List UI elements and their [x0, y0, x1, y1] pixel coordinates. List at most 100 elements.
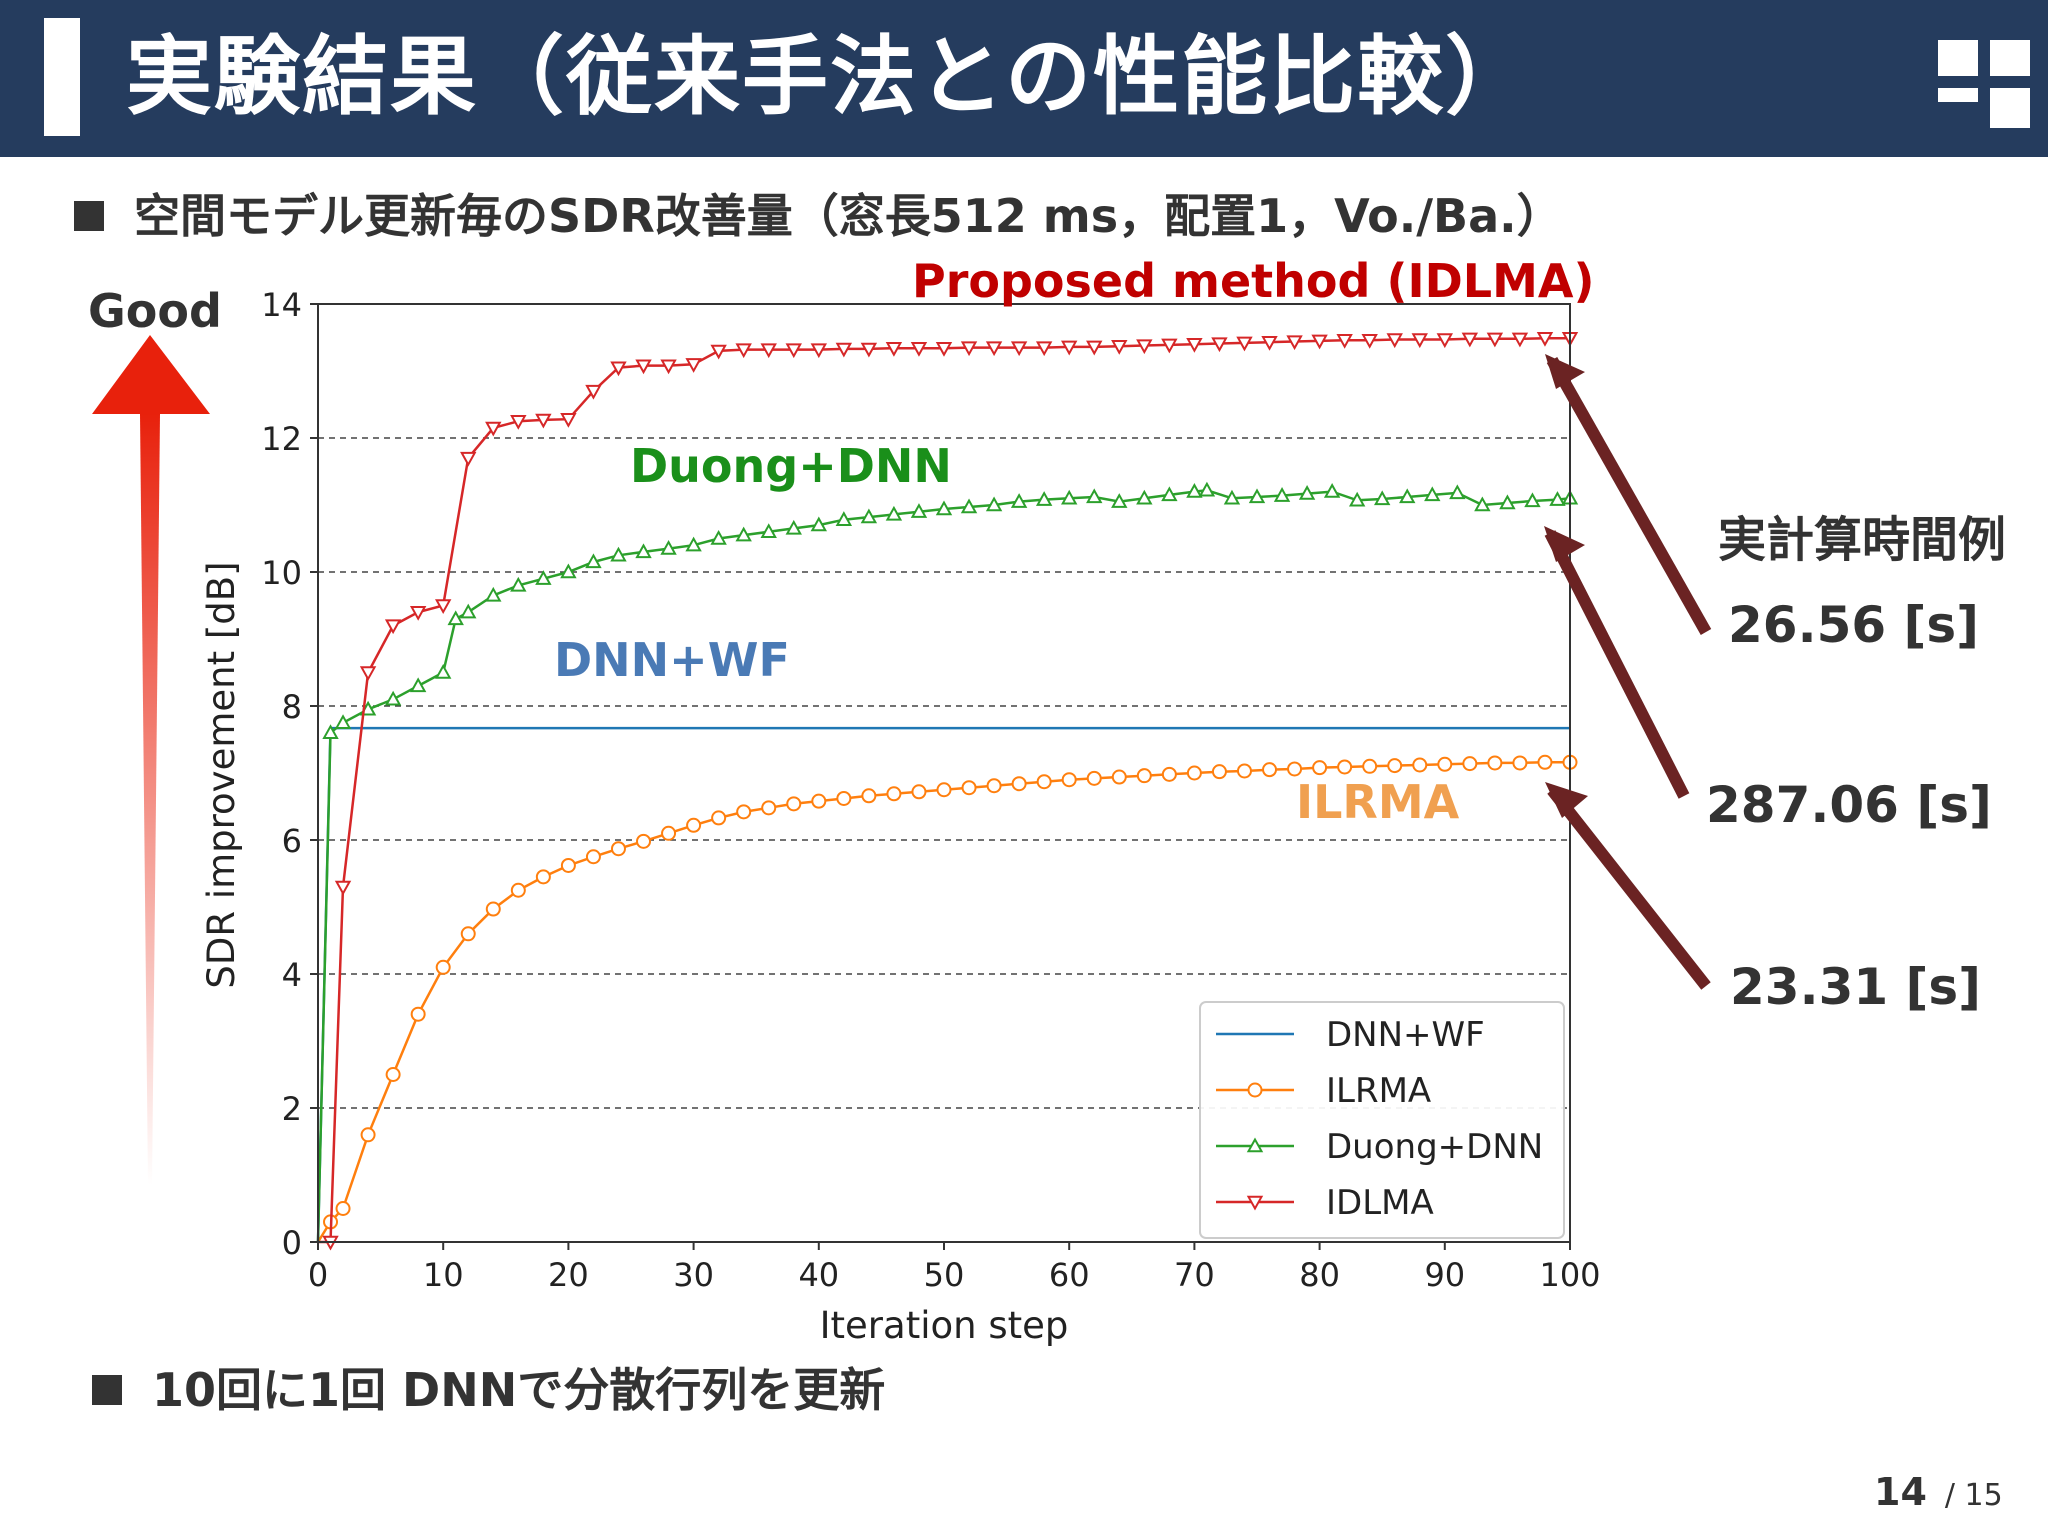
good-arrow-shaft: [140, 414, 160, 1185]
data-point-duong-dnn: [860, 508, 878, 524]
data-point-idlma: [334, 880, 352, 896]
data-point-idlma: [810, 343, 827, 359]
data-point-idlma: [960, 341, 978, 357]
series-line-ilrma: [316, 761, 1570, 1243]
data-point-duong-dnn: [1248, 488, 1266, 504]
data-point-idlma: [935, 342, 953, 357]
data-point-ilrma: [1487, 755, 1503, 771]
data-point-idlma: [885, 342, 903, 357]
data-point-ilrma: [1086, 770, 1102, 786]
data-point-duong-dnn: [1161, 486, 1178, 502]
x-tick-label: 10: [423, 1256, 464, 1294]
data-point-ilrma: [736, 804, 752, 820]
data-point-ilrma: [986, 778, 1002, 794]
y-tick-label: 8: [282, 688, 302, 726]
logo-icon: [1938, 40, 2030, 128]
page-total: / 15: [1944, 1478, 2003, 1513]
good-label: Good: [88, 284, 222, 338]
header-accent-bar: [44, 18, 80, 136]
data-point-duong-dnn: [447, 610, 464, 626]
annotation-duong: Duong+DNN: [630, 439, 952, 493]
callout-arrow-ilrma: [1547, 786, 1711, 990]
data-point-duong-dnn: [610, 546, 627, 562]
data-point-ilrma: [610, 841, 626, 857]
data-point-idlma: [1236, 336, 1253, 352]
data-point-duong-dnn: [435, 663, 452, 679]
slide-header: 実験結果（従来手法との性能比較）: [0, 0, 2048, 157]
data-point-ilrma: [761, 800, 777, 816]
data-point-duong-dnn: [334, 714, 352, 729]
series-duong-dnn: [316, 481, 1579, 1243]
data-point-idlma: [510, 415, 527, 430]
data-point-ilrma: [661, 825, 677, 841]
data-point-duong-dnn: [1010, 493, 1028, 508]
data-point-duong-dnn: [1549, 491, 1566, 506]
data-point-duong-dnn: [485, 586, 502, 602]
x-tick-label: 40: [798, 1256, 839, 1294]
y-tick-label: 14: [261, 286, 302, 324]
data-point-duong-dnn: [710, 529, 727, 545]
data-point-duong-dnn: [535, 570, 552, 585]
data-point-ilrma: [1287, 761, 1303, 777]
data-point-ilrma: [1387, 758, 1403, 774]
compute-time-duong: 287.06 [s]: [1706, 776, 1992, 834]
data-point-ilrma: [460, 926, 476, 942]
callout-arrowhead-idlma: [1545, 354, 1585, 389]
legend-label-duong-dnn: Duong+DNN: [1326, 1127, 1543, 1167]
data-point-ilrma: [1362, 758, 1378, 774]
legend-item-dnn-wf: DNN+WF: [1216, 1015, 1485, 1055]
data-point-ilrma: [911, 784, 927, 800]
compute-time-idlma: 26.56 [s]: [1728, 596, 1980, 654]
data-point-idlma: [1311, 334, 1328, 350]
x-tick-label: 70: [1174, 1256, 1215, 1294]
data-point-idlma: [985, 341, 1003, 357]
bullet-square-icon: [74, 200, 104, 231]
y-tick-label: 6: [282, 822, 302, 860]
data-point-idlma: [735, 343, 752, 359]
data-point-duong-dnn: [1186, 483, 1203, 498]
data-point-idlma: [610, 361, 627, 377]
data-point-idlma: [760, 343, 777, 359]
data-point-ilrma: [510, 882, 526, 898]
data-point-duong-dnn: [760, 523, 777, 538]
data-point-duong-dnn: [685, 536, 702, 552]
annotation-ilrma: ILRMA: [1296, 775, 1460, 829]
data-point-idlma: [435, 599, 452, 615]
compute-time-ilrma: 23.31 [s]: [1730, 958, 1982, 1016]
data-point-ilrma: [1412, 757, 1428, 773]
data-point-duong-dnn: [585, 553, 602, 569]
legend-marker-idlma: [1246, 1195, 1264, 1211]
data-point-ilrma: [360, 1127, 376, 1143]
data-point-duong-dnn: [1223, 489, 1241, 505]
data-point-idlma: [635, 359, 652, 375]
y-tick-label: 12: [261, 420, 302, 458]
x-tick-label: 20: [548, 1256, 589, 1294]
x-axis-label: Iteration step: [820, 1304, 1069, 1347]
x-tick-label: 60: [1049, 1256, 1090, 1294]
x-tick-label: 90: [1424, 1256, 1465, 1294]
data-point-idlma: [1261, 335, 1278, 351]
data-point-duong-dnn: [1499, 494, 1516, 510]
callout-arrowhead-duong: [1544, 526, 1585, 562]
good-arrowhead: [92, 335, 210, 414]
data-point-ilrma: [1437, 756, 1453, 772]
data-point-idlma: [384, 619, 402, 635]
data-point-idlma: [1411, 333, 1428, 349]
data-point-idlma: [1286, 335, 1303, 351]
data-point-idlma: [1361, 333, 1378, 349]
data-point-idlma: [535, 413, 552, 429]
good-arrow-icon: [92, 335, 210, 1185]
data-point-duong-dnn: [985, 496, 1003, 512]
data-point-duong-dnn: [635, 543, 652, 559]
data-point-idlma: [1086, 340, 1103, 356]
y-tick-label: 4: [282, 956, 302, 994]
data-point-duong-dnn: [835, 511, 853, 526]
bullet-bottom-text: 10回に1回 DNNで分散行列を更新: [152, 1363, 886, 1417]
data-point-duong-dnn: [1061, 489, 1078, 505]
legend-item-idlma: IDLMA: [1216, 1183, 1434, 1223]
data-point-ilrma: [961, 780, 977, 796]
data-point-duong-dnn: [1111, 493, 1128, 508]
data-point-idlma: [1211, 337, 1228, 353]
legend-item-duong-dnn: Duong+DNN: [1216, 1127, 1543, 1167]
